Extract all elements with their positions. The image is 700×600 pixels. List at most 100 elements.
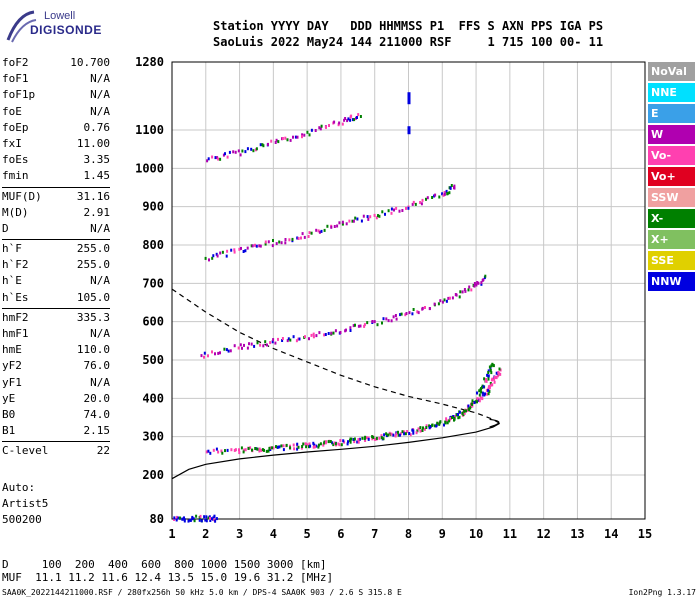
trace-point (310, 333, 313, 337)
trace-point (349, 326, 352, 330)
auto-artist: Artist5 (2, 497, 49, 510)
trace-point (309, 444, 312, 448)
trace-point (253, 344, 256, 348)
trace-point (193, 519, 196, 523)
legend-item-x-: X+ (648, 230, 695, 249)
trace-point (333, 441, 336, 445)
param-key: hmE (2, 343, 22, 357)
trace-point (297, 237, 300, 240)
trace-point (434, 193, 437, 197)
param-value: 76.0 (83, 359, 111, 373)
trace-point (310, 128, 313, 132)
trace-point (436, 421, 439, 425)
trace-point (208, 258, 210, 262)
trace-point (258, 447, 261, 451)
distance-row: D 100 200 400 600 800 1000 1500 3000 [km… (2, 558, 327, 571)
param-key: foF2 (2, 56, 29, 69)
trace-point (451, 416, 453, 419)
trace-point (491, 362, 494, 366)
trace-point (199, 514, 202, 518)
trace-point (334, 329, 337, 333)
trace-point (211, 350, 213, 354)
trace-point (250, 147, 253, 151)
trace-point (392, 315, 395, 319)
trace-point (250, 342, 253, 346)
trace-point (239, 153, 242, 157)
trace-point (357, 440, 360, 444)
trace-point (284, 241, 287, 245)
trace-point (232, 150, 235, 154)
param-key: MUF(D) (2, 189, 42, 203)
trace-point (244, 249, 247, 253)
trace-point (294, 135, 297, 139)
trace-point (483, 393, 486, 397)
trace-point (476, 397, 479, 401)
trace-point (192, 517, 195, 521)
trace-point (259, 343, 262, 347)
param-row: fmin 1.45 (2, 169, 110, 185)
trace-point (480, 390, 483, 394)
trace-point (296, 135, 299, 139)
trace-point (267, 449, 270, 453)
trace-point (306, 130, 309, 134)
legend-item-ssw: SSW (648, 188, 695, 207)
trace-point (499, 372, 502, 376)
trace-point (301, 135, 303, 139)
trace-point (351, 219, 354, 223)
trace-point (312, 445, 315, 449)
trace-point (382, 317, 385, 321)
trace-point (346, 442, 349, 446)
trace-point (289, 138, 292, 142)
trace-point (277, 140, 280, 144)
trace-point (455, 413, 458, 417)
x-tick-label: 10 (469, 527, 483, 541)
param-key: hmF1 (2, 327, 29, 340)
trace-point (428, 307, 431, 311)
trace-point (464, 289, 467, 293)
trace-point (292, 335, 295, 339)
trace-point (387, 319, 390, 323)
trace-point (493, 380, 496, 384)
trace-point (308, 337, 310, 341)
param-row: hmF2 335.3 (2, 311, 110, 327)
trace-point (267, 142, 269, 146)
param-row: h`F 255.0 (2, 242, 110, 258)
trace-point (487, 392, 490, 396)
trace-point (433, 424, 436, 428)
y-tick-label: 400 (142, 391, 164, 405)
param-value: N/A (90, 327, 110, 340)
trace-point (476, 391, 478, 395)
trace-point (300, 236, 302, 240)
param-row: foF1p N/A (2, 88, 110, 104)
trace-point (312, 441, 315, 445)
param-row: h`F2 255.0 (2, 258, 110, 274)
trace-point (380, 436, 383, 440)
trace-point (412, 431, 415, 435)
trace-point (280, 241, 283, 245)
trace-point (246, 147, 249, 151)
trace-point (348, 219, 351, 223)
trace-point (488, 390, 491, 393)
trace-point (367, 437, 370, 441)
trace-point (489, 382, 492, 385)
param-row: C-level 22 (2, 444, 110, 460)
trace-point (312, 335, 315, 339)
trace-point (438, 422, 441, 426)
trace-point (318, 443, 320, 447)
trace-point (207, 157, 210, 161)
trace-point (255, 244, 258, 248)
trace-point (315, 228, 318, 232)
trace-point (357, 324, 360, 328)
y-tick-label: 80 (150, 512, 164, 526)
trace-point (361, 436, 364, 440)
trace-point (395, 432, 398, 436)
trace-point (287, 337, 290, 341)
param-row: h`Es 105.0 (2, 291, 110, 307)
profile-curve-dashed (171, 288, 501, 424)
trace-point (318, 230, 321, 234)
trace-point (304, 335, 306, 339)
x-tick-label: 4 (270, 527, 277, 541)
param-key: yF2 (2, 359, 22, 373)
trace-point (472, 401, 475, 405)
trace-point (284, 238, 287, 241)
